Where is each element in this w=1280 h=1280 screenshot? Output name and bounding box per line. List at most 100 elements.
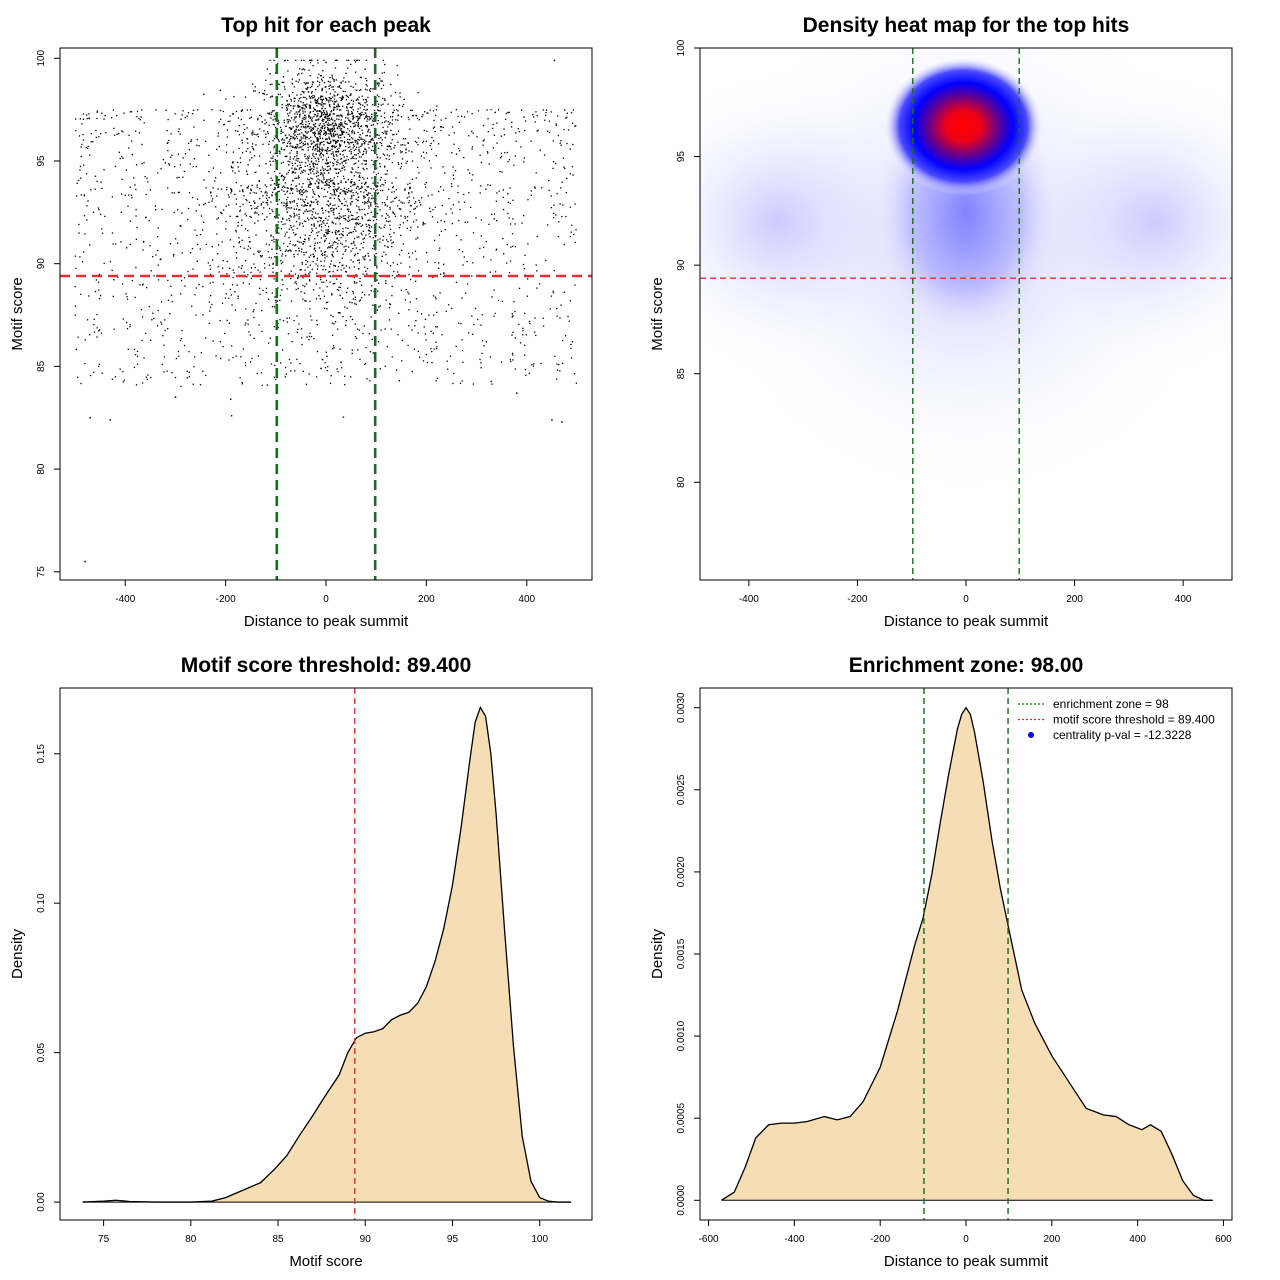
scatter-point	[358, 150, 360, 152]
x-tick-label: 80	[185, 1234, 197, 1245]
scatter-point	[385, 254, 387, 256]
scatter-point	[304, 165, 306, 168]
scatter-point	[326, 204, 328, 206]
scatter-point	[316, 129, 318, 131]
scatter-point	[342, 167, 344, 169]
scatter-point	[339, 348, 341, 350]
x-tick-label: 0	[963, 594, 969, 605]
scatter-point	[329, 142, 331, 145]
scatter-point	[327, 230, 329, 232]
scatter-point	[532, 116, 535, 118]
scatter-point	[449, 355, 452, 357]
scatter-point	[288, 219, 291, 222]
scatter-point	[315, 125, 317, 128]
scatter-point	[342, 190, 344, 192]
scatter-point	[75, 195, 78, 197]
scatter-point	[348, 267, 351, 269]
scatter-point	[336, 159, 339, 161]
scatter-point	[338, 168, 341, 170]
scatter-point	[308, 237, 310, 239]
scatter-point	[141, 162, 143, 165]
scatter-point	[302, 149, 304, 151]
scatter-point	[241, 139, 243, 141]
scatter-point	[479, 185, 482, 187]
scatter-point	[319, 110, 321, 112]
scatter-point	[272, 236, 275, 238]
scatter-point	[312, 107, 315, 109]
scatter-point	[138, 132, 141, 134]
scatter-point	[369, 379, 371, 382]
plot-content	[721, 688, 1213, 1220]
scatter-point	[222, 110, 224, 113]
scatter-point	[300, 139, 302, 142]
scatter-point	[462, 361, 464, 363]
scatter-point	[235, 355, 237, 357]
scatter-point	[258, 287, 261, 289]
scatter-point	[392, 187, 394, 189]
scatter-point	[400, 208, 402, 210]
scatter-point	[184, 116, 186, 119]
scatter-point	[352, 115, 355, 117]
scatter-point	[397, 74, 399, 76]
scatter-point	[567, 315, 569, 318]
scatter-point	[345, 271, 348, 273]
scatter-point	[335, 241, 337, 244]
scatter-point	[322, 155, 325, 157]
scatter-point	[445, 310, 447, 312]
scatter-point	[347, 59, 350, 62]
scatter-point	[358, 117, 360, 120]
scatter-point	[246, 187, 248, 189]
scatter-point	[198, 283, 200, 286]
scatter-point	[326, 369, 328, 372]
scatter-point	[299, 236, 302, 239]
scatter-point	[218, 271, 220, 273]
scatter-point	[391, 123, 393, 125]
scatter-point	[354, 218, 357, 220]
scatter-point	[308, 155, 310, 157]
scatter-point	[329, 98, 331, 100]
scatter-point	[220, 211, 222, 213]
scatter-point	[347, 158, 350, 161]
scatter-point	[307, 173, 310, 176]
scatter-point	[195, 165, 198, 168]
scatter-point	[92, 211, 95, 213]
scatter-point	[389, 208, 391, 210]
scatter-point	[308, 127, 311, 129]
scatter-point	[389, 303, 391, 305]
scatter-point	[293, 86, 296, 88]
scatter-point	[222, 260, 224, 262]
scatter-point	[152, 312, 154, 314]
scatter-point	[336, 231, 339, 233]
scatter-point	[323, 260, 326, 262]
scatter-point	[321, 149, 323, 151]
scatter-point	[135, 238, 138, 241]
scatter-point	[352, 118, 354, 120]
scatter-point	[141, 284, 144, 286]
scatter-point	[461, 250, 464, 253]
scatter-point	[170, 294, 173, 296]
scatter-point	[372, 163, 374, 166]
scatter-point	[516, 392, 518, 394]
scatter-point	[101, 372, 103, 374]
scatter-point	[414, 140, 417, 143]
scatter-point	[366, 225, 368, 228]
scatter-point	[480, 367, 482, 369]
scatter-point	[488, 223, 490, 225]
scatter-point	[567, 129, 570, 131]
scatter-point	[366, 168, 368, 170]
scatter-point	[345, 219, 347, 221]
scatter-point	[199, 248, 201, 250]
scatter-point	[425, 353, 428, 356]
scatter-point	[529, 322, 531, 325]
scatter-point	[229, 398, 232, 401]
scatter-point	[290, 104, 292, 107]
scatter-point	[340, 82, 342, 84]
scatter-point	[332, 127, 334, 130]
scatter-point	[328, 165, 330, 167]
scatter-point	[352, 109, 355, 111]
scatter-point	[270, 184, 272, 186]
scatter-point	[320, 223, 323, 225]
scatter-point	[348, 215, 350, 217]
scatter-point	[332, 189, 334, 191]
scatter-point	[555, 162, 557, 165]
